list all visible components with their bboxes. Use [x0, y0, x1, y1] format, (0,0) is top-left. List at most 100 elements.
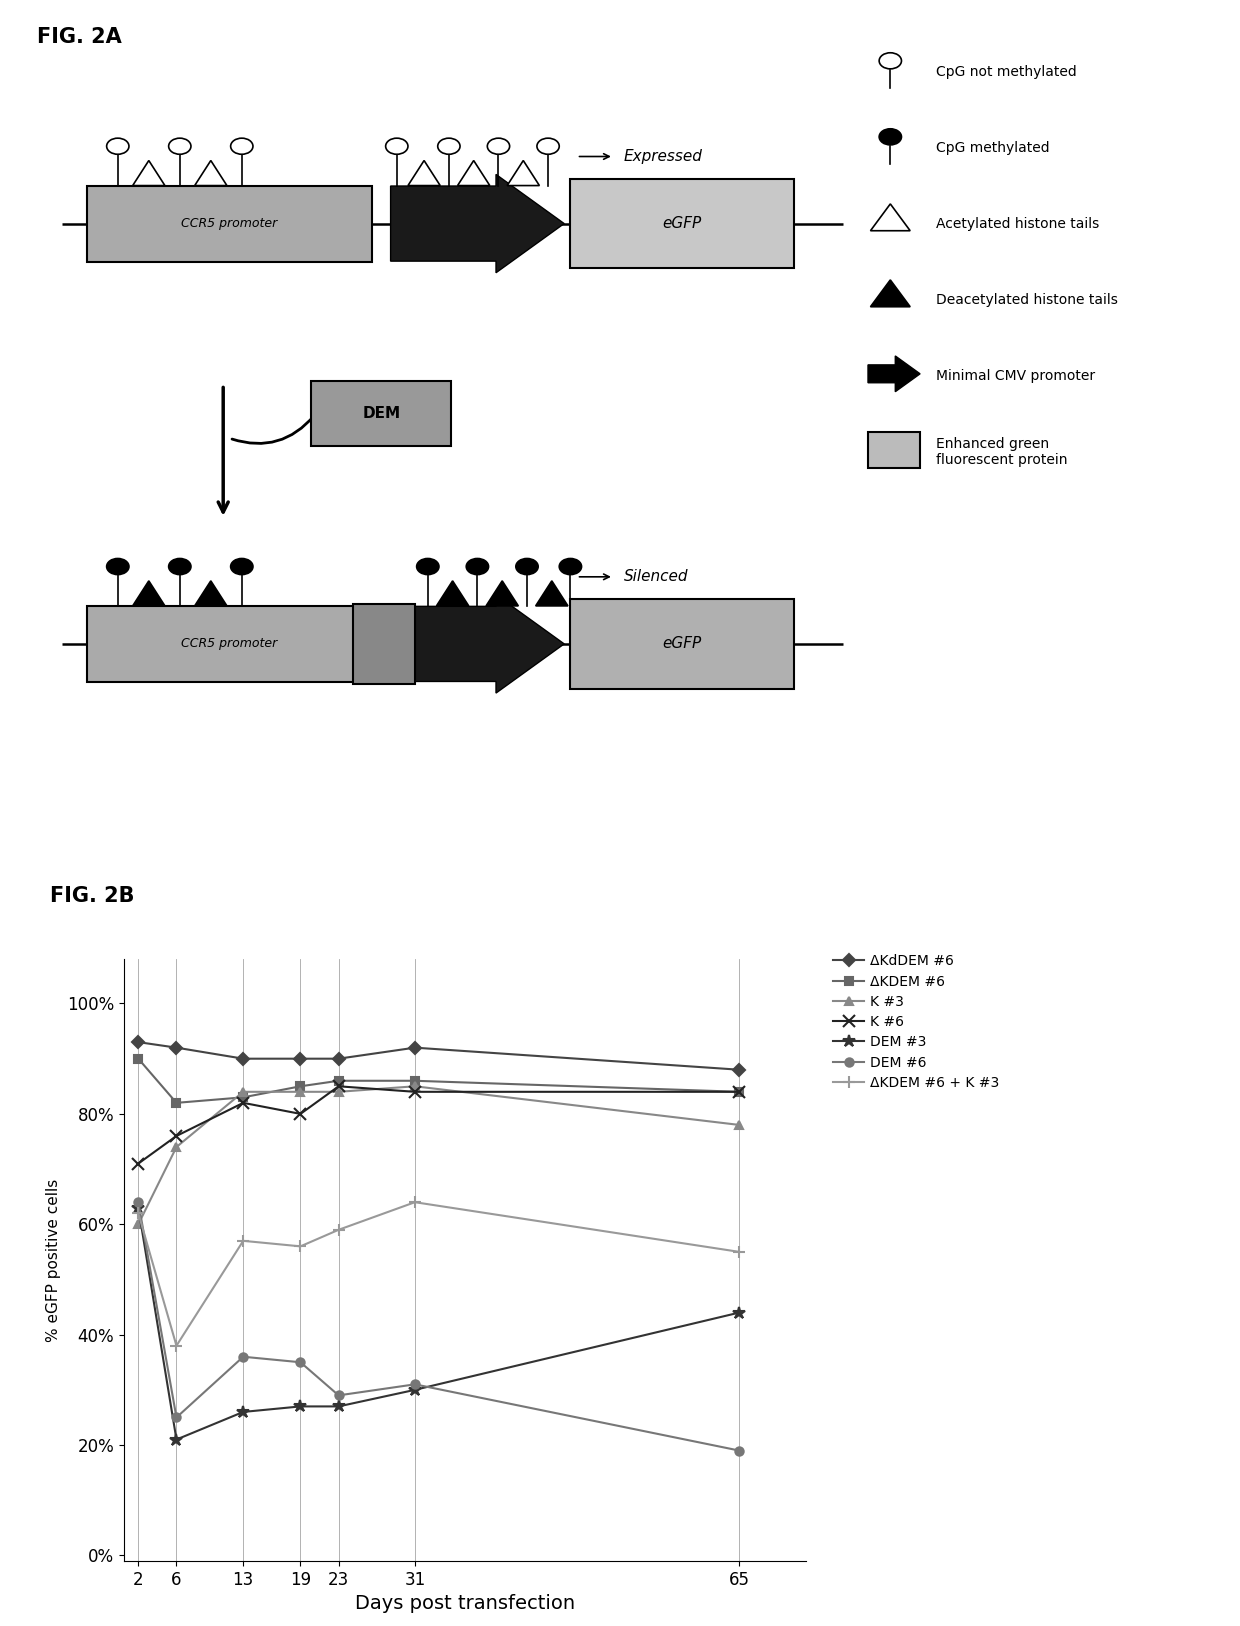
- K #6: [131, 1154, 146, 1174]
- FancyBboxPatch shape: [87, 185, 372, 262]
- FancyArrowPatch shape: [232, 415, 315, 444]
- Polygon shape: [536, 580, 568, 606]
- Legend: ΔKdDEM #6, ΔKDEM #6, K #3, K #6, DEM #3, DEM #6, ΔKDEM #6 + K #3: ΔKdDEM #6, ΔKDEM #6, K #3, K #6, DEM #3,…: [833, 954, 998, 1089]
- Polygon shape: [436, 580, 469, 606]
- Circle shape: [487, 138, 510, 154]
- DEM #3: [169, 1429, 184, 1449]
- K #6: [331, 1076, 346, 1096]
- Polygon shape: [408, 161, 440, 185]
- ΔKdDEM #6: [131, 1033, 146, 1052]
- Polygon shape: [391, 174, 564, 273]
- Polygon shape: [486, 580, 518, 606]
- ΔKDEM #6: [169, 1093, 184, 1112]
- X-axis label: Days post transfection: Days post transfection: [355, 1593, 575, 1613]
- Line: ΔKdDEM #6: ΔKdDEM #6: [134, 1037, 744, 1073]
- Circle shape: [169, 138, 191, 154]
- Line: ΔKDEM #6: ΔKDEM #6: [134, 1055, 744, 1107]
- Text: CpG methylated: CpG methylated: [936, 140, 1050, 154]
- ΔKDEM #6: [408, 1072, 423, 1091]
- Line: DEM #6: DEM #6: [134, 1198, 744, 1455]
- Circle shape: [417, 558, 439, 574]
- Text: Enhanced green
fluorescent protein: Enhanced green fluorescent protein: [936, 436, 1068, 467]
- Polygon shape: [507, 161, 539, 185]
- Circle shape: [879, 128, 901, 145]
- Circle shape: [107, 558, 129, 574]
- Text: DEM: DEM: [363, 405, 401, 421]
- K #3: [131, 1215, 146, 1234]
- K #6: [169, 1127, 184, 1146]
- Polygon shape: [870, 203, 910, 231]
- Text: Acetylated histone tails: Acetylated histone tails: [936, 216, 1100, 231]
- FancyBboxPatch shape: [570, 598, 794, 689]
- Text: eGFP: eGFP: [662, 636, 702, 652]
- Text: CCR5 promoter: CCR5 promoter: [181, 637, 278, 650]
- ΔKdDEM #6: [408, 1037, 423, 1057]
- FancyBboxPatch shape: [311, 380, 451, 446]
- DEM #3: [408, 1380, 423, 1400]
- Polygon shape: [195, 580, 227, 606]
- ΔKDEM #6 + K #3: [732, 1242, 746, 1262]
- Polygon shape: [133, 161, 165, 185]
- K #3: [236, 1081, 250, 1101]
- Text: Silenced: Silenced: [624, 569, 688, 584]
- Polygon shape: [195, 161, 227, 185]
- DEM #3: [131, 1198, 146, 1218]
- K #6: [293, 1104, 308, 1124]
- Text: Expressed: Expressed: [624, 150, 703, 164]
- Text: Minimal CMV promoter: Minimal CMV promoter: [936, 369, 1095, 382]
- FancyBboxPatch shape: [570, 179, 794, 268]
- K #3: [408, 1076, 423, 1096]
- K #3: [732, 1115, 746, 1135]
- ΔKDEM #6 + K #3: [331, 1220, 346, 1239]
- Line: DEM #3: DEM #3: [131, 1202, 745, 1446]
- DEM #6: [408, 1374, 423, 1393]
- FancyBboxPatch shape: [353, 603, 415, 685]
- DEM #3: [236, 1402, 250, 1421]
- K #6: [236, 1093, 250, 1112]
- Circle shape: [438, 138, 460, 154]
- Text: FIG. 2B: FIG. 2B: [50, 886, 134, 906]
- K #3: [169, 1137, 184, 1156]
- Text: CCR5 promoter: CCR5 promoter: [181, 218, 278, 229]
- ΔKdDEM #6: [331, 1049, 346, 1068]
- ΔKDEM #6 + K #3: [169, 1337, 184, 1356]
- ΔKdDEM #6: [236, 1049, 250, 1068]
- Circle shape: [559, 558, 582, 574]
- DEM #6: [131, 1192, 146, 1211]
- Circle shape: [107, 138, 129, 154]
- Text: FIG. 2A: FIG. 2A: [37, 26, 122, 47]
- K #3: [331, 1081, 346, 1101]
- ΔKDEM #6 + K #3: [131, 1203, 146, 1223]
- Circle shape: [169, 558, 191, 574]
- ΔKDEM #6: [293, 1076, 308, 1096]
- ΔKDEM #6 + K #3: [408, 1192, 423, 1211]
- K #3: [293, 1081, 308, 1101]
- Circle shape: [231, 558, 253, 574]
- ΔKdDEM #6: [732, 1060, 746, 1080]
- ΔKDEM #6 + K #3: [236, 1231, 250, 1250]
- DEM #6: [293, 1353, 308, 1372]
- Circle shape: [466, 558, 489, 574]
- ΔKDEM #6: [236, 1088, 250, 1107]
- ΔKdDEM #6: [169, 1037, 184, 1057]
- Text: eGFP: eGFP: [662, 216, 702, 231]
- DEM #3: [732, 1302, 746, 1322]
- DEM #6: [331, 1385, 346, 1405]
- Circle shape: [516, 558, 538, 574]
- DEM #6: [236, 1346, 250, 1366]
- DEM #3: [331, 1397, 346, 1416]
- K #6: [732, 1081, 746, 1101]
- Line: K #6: K #6: [131, 1080, 745, 1169]
- Circle shape: [231, 138, 253, 154]
- Polygon shape: [391, 595, 564, 693]
- FancyBboxPatch shape: [87, 606, 372, 681]
- Polygon shape: [458, 161, 490, 185]
- Text: Deacetylated histone tails: Deacetylated histone tails: [936, 293, 1118, 307]
- ΔKDEM #6: [131, 1049, 146, 1068]
- Y-axis label: % eGFP positive cells: % eGFP positive cells: [46, 1179, 62, 1341]
- ΔKDEM #6 + K #3: [293, 1237, 308, 1257]
- ΔKdDEM #6: [293, 1049, 308, 1068]
- ΔKDEM #6: [732, 1081, 746, 1101]
- ΔKDEM #6: [331, 1072, 346, 1091]
- Circle shape: [386, 138, 408, 154]
